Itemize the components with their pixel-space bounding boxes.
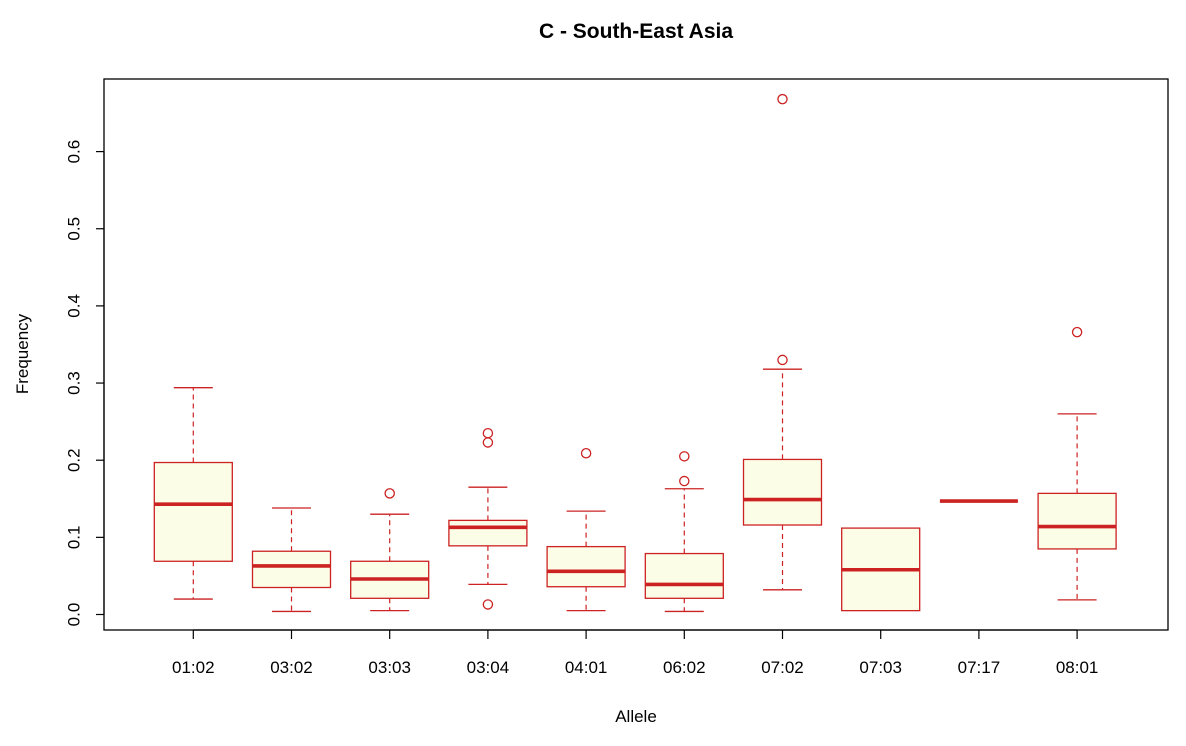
x-tick-label: 07:02	[761, 658, 804, 677]
box-07-03	[841, 527, 921, 612]
x-tick-label: 03:03	[368, 658, 411, 677]
y-tick-label: 0.0	[64, 603, 83, 627]
x-tick-label: 07:03	[859, 658, 902, 677]
box-body	[546, 545, 626, 588]
outlier-point	[482, 599, 494, 610]
y-tick-label: 0.1	[64, 526, 83, 550]
box-body	[1037, 492, 1117, 550]
x-axis-label: Allele	[615, 707, 657, 726]
box-body	[448, 519, 528, 547]
chart-title: C - South-East Asia	[539, 20, 733, 43]
box-03-02	[251, 507, 332, 613]
y-tick-label: 0.2	[64, 448, 83, 472]
outlier-point	[482, 437, 494, 448]
x-tick-label: 07:17	[958, 658, 1001, 677]
y-tick-label: 0.3	[64, 371, 83, 395]
outlier-point	[580, 448, 592, 459]
outlier-point	[1071, 326, 1083, 338]
plot-frame	[103, 78, 1169, 631]
x-tick-label: 06:02	[663, 658, 706, 677]
box-body	[251, 550, 332, 589]
box-03-03	[350, 488, 430, 612]
box-series	[153, 93, 1117, 613]
outlier-point	[777, 354, 788, 366]
y-axis-label: Frequency	[13, 313, 32, 394]
box-06-02	[644, 451, 724, 613]
x-tick-label: 03:04	[467, 658, 510, 677]
outlier-point	[679, 475, 690, 487]
y-axis: 0.0 0.1 0.2 0.3 0.4 0.5 0.6	[64, 140, 105, 627]
box-body	[644, 552, 724, 599]
box-body	[742, 458, 823, 526]
x-tick-label: 01:02	[172, 658, 215, 677]
box-04-01	[546, 448, 626, 612]
x-tick-label: 08:01	[1056, 658, 1099, 677]
box-03-04	[448, 427, 528, 610]
outlier-point	[482, 427, 494, 439]
x-axis: 01:02 03:02 03:03 03:04 04:01 06:02 07:02 07:03…	[172, 629, 1099, 677]
y-tick-label: 0.6	[64, 140, 83, 164]
box-body	[153, 461, 233, 562]
x-tick-label: 03:02	[270, 658, 313, 677]
x-tick-label: 04:01	[565, 658, 608, 677]
y-tick-label: 0.4	[64, 294, 83, 318]
outlier-point	[384, 488, 395, 499]
y-tick-label: 0.5	[64, 217, 83, 241]
outlier-point	[777, 93, 788, 105]
box-08-01	[1037, 326, 1117, 601]
outlier-point	[679, 451, 690, 462]
box-07-02	[742, 93, 823, 591]
box-01-02	[153, 387, 233, 600]
